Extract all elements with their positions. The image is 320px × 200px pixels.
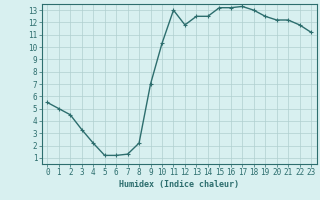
X-axis label: Humidex (Indice chaleur): Humidex (Indice chaleur)	[119, 180, 239, 189]
